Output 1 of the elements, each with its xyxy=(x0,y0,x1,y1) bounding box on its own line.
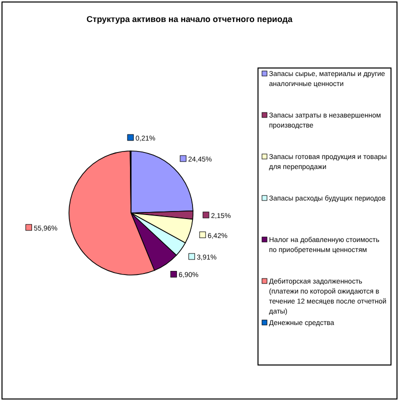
chart-title: Структура активов на начало отчетного периода xyxy=(86,14,293,24)
